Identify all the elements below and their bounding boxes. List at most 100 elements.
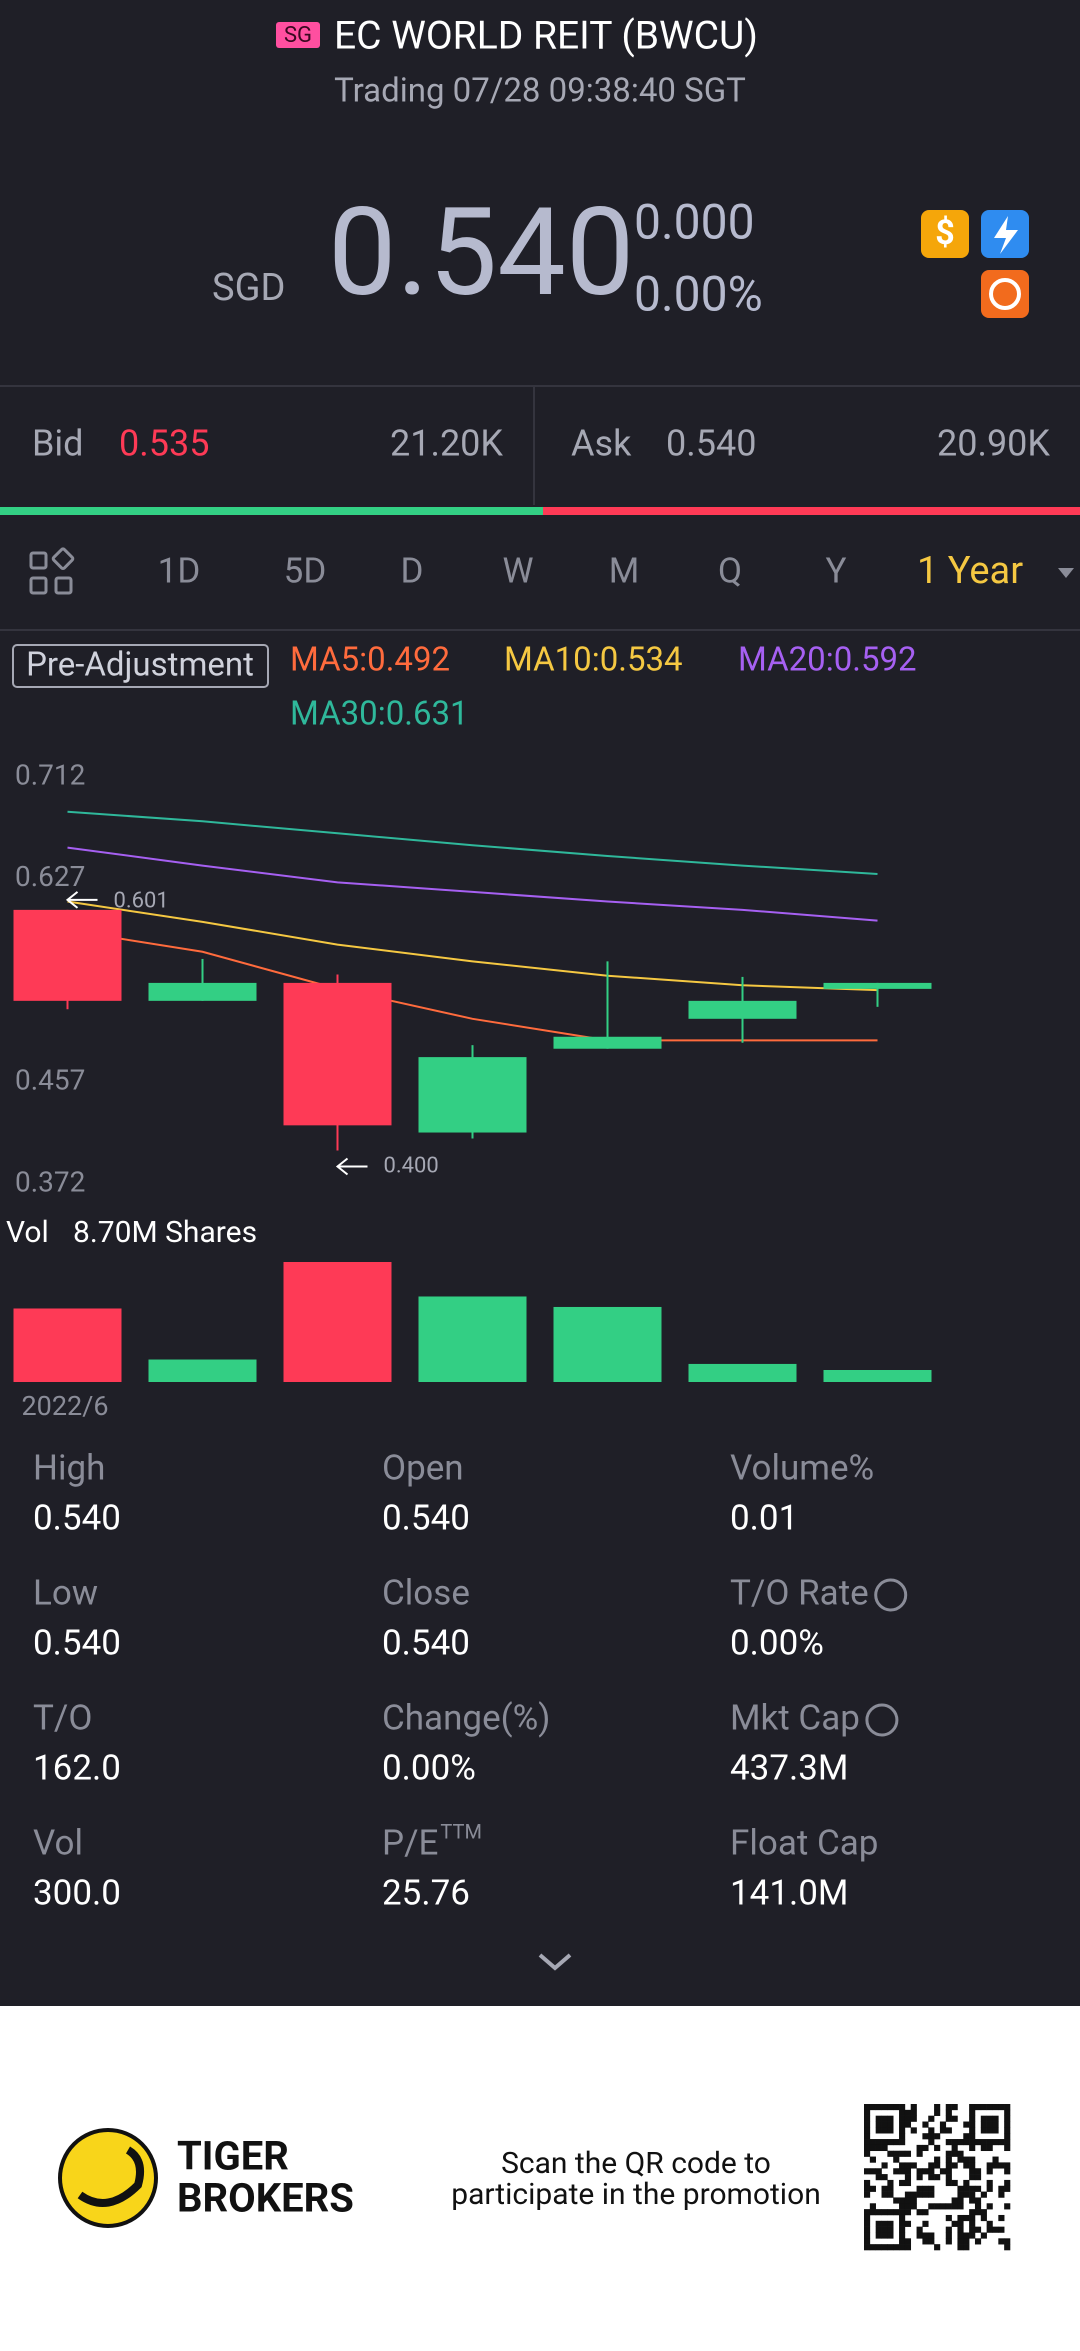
- icon-glyph: $: [935, 213, 955, 253]
- qr-cell: [992, 2121, 999, 2128]
- qr-cell: [957, 2150, 964, 2157]
- qr-cell: [1004, 2185, 1011, 2192]
- qr-cell: [904, 2203, 912, 2210]
- qr-cell: [904, 2115, 912, 2122]
- background: [0, 0, 1080, 2006]
- qr-cell: [963, 2133, 970, 2140]
- qr-cell: [899, 2139, 906, 2146]
- qr-cell: [899, 2179, 906, 2187]
- qr-cell: [974, 2139, 982, 2146]
- stat-label: T/O: [33, 1697, 92, 1738]
- qr-cell: [899, 2197, 906, 2204]
- qr-cell: [1004, 2162, 1011, 2169]
- stats: High 0.540 Open 0.540 Volume% 0.01 Low 0.540 Clo…: [33, 1447, 908, 1913]
- qr-cell: [893, 2197, 900, 2204]
- dropdown-arrow[interactable]: [1058, 568, 1074, 578]
- candle-body: [283, 982, 392, 1126]
- qr-cell: [951, 2203, 958, 2210]
- qr-cell: [875, 2232, 882, 2239]
- qr-cell: [916, 2185, 923, 2192]
- qr-cell: [928, 2168, 935, 2175]
- qr-cell: [881, 2162, 888, 2169]
- qr-cell: [969, 2139, 976, 2146]
- info-icon[interactable]: [865, 1703, 899, 1737]
- qr-cell: [893, 2156, 900, 2163]
- qr-cell: [875, 2220, 882, 2227]
- stat-label: Close: [382, 1572, 470, 1613]
- qr-cell: [934, 2104, 941, 2111]
- qr-cell: [945, 2179, 952, 2187]
- info-icon[interactable]: [874, 1578, 908, 1612]
- qr-cell: [945, 2232, 952, 2239]
- adjustment-box[interactable]: [12, 644, 269, 688]
- qr-cell: [922, 2133, 929, 2140]
- footer: [0, 2006, 1080, 2351]
- qr-cell: [963, 2179, 970, 2187]
- qr-cell: [974, 2226, 982, 2233]
- stat-label: P/E: [382, 1822, 438, 1863]
- qr-cell: [864, 2185, 871, 2192]
- qr-cell: [957, 2139, 964, 2146]
- qr-cell: [916, 2226, 923, 2233]
- period-tab[interactable]: 1D: [158, 550, 201, 591]
- period-selected[interactable]: 1 Year: [917, 549, 1023, 593]
- qr-cell: [1004, 2144, 1011, 2152]
- qr-cell: [992, 2115, 999, 2122]
- adjustment[interactable]: Pre-Adjustment: [26, 646, 254, 685]
- qr-cell: [969, 2191, 976, 2198]
- qr-cell: [945, 2226, 952, 2233]
- expand-chevron[interactable]: [538, 1953, 572, 1971]
- volume-bar: [688, 1363, 797, 1382]
- qr-cell: [945, 2115, 952, 2122]
- qr-cell: [945, 2127, 952, 2134]
- qr-cell: [998, 2139, 1005, 2146]
- icon-option[interactable]: [981, 270, 1029, 318]
- qr-cell: [998, 2185, 1005, 2192]
- stat-value: 0.540: [382, 1497, 470, 1538]
- qr-cell: [881, 2127, 888, 2134]
- period-tab[interactable]: 5D: [284, 550, 327, 591]
- layout-icon[interactable]: [29, 547, 75, 595]
- qr-cell: [875, 2168, 882, 2175]
- qr-cell: [869, 2209, 876, 2216]
- qr-cell: [899, 2104, 906, 2111]
- qr-cell: [951, 2144, 958, 2152]
- period-tab[interactable]: M: [609, 550, 640, 591]
- qr-cell: [881, 2232, 888, 2239]
- qr-cell: [916, 2209, 923, 2216]
- qr-cell: [916, 2174, 923, 2181]
- stat-value: 162.0: [33, 1747, 121, 1788]
- qr-cell: [1004, 2115, 1011, 2122]
- qr-cell: [980, 2191, 987, 2198]
- period-tab[interactable]: W: [502, 550, 533, 591]
- qr-cell: [945, 2238, 952, 2245]
- icon-dollar[interactable]: [921, 210, 969, 258]
- qr-cell: [974, 2104, 982, 2111]
- qr-cell: [969, 2133, 976, 2140]
- candle-body: [823, 982, 932, 989]
- period-tab[interactable]: Q: [718, 550, 742, 591]
- qr-cell: [928, 2115, 935, 2122]
- qr-cell: [899, 2209, 906, 2216]
- qr-cell: [922, 2168, 929, 2175]
- qr-cell: [957, 2238, 964, 2245]
- qr-cell: [986, 2185, 993, 2192]
- y-tick-label: 0.457: [15, 1064, 85, 1097]
- high-label: 0.601: [114, 889, 169, 914]
- qr-cell: [963, 2244, 970, 2251]
- qr-cell: [904, 2209, 912, 2216]
- stat-value: 0.540: [382, 1622, 470, 1663]
- qr-code: [864, 2104, 1011, 2251]
- candle-body: [553, 1036, 662, 1049]
- qr-cell: [980, 2232, 987, 2239]
- qr-cell: [951, 2139, 958, 2146]
- period-tab[interactable]: D: [401, 550, 424, 591]
- qr-cell: [910, 2197, 917, 2204]
- qr-cell: [887, 2209, 894, 2216]
- period-tab[interactable]: Y: [825, 550, 846, 591]
- qr-cell: [899, 2226, 906, 2233]
- qr-cell: [881, 2144, 888, 2152]
- stat-value: 25.76: [382, 1872, 470, 1913]
